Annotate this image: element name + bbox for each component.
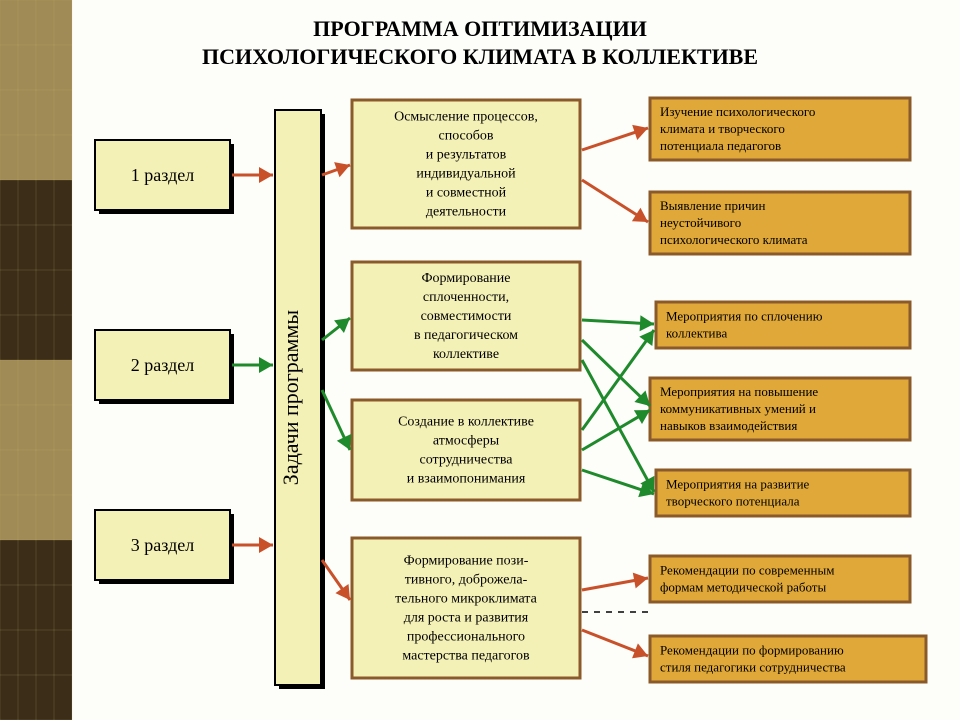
mid-1-line-1: способов (438, 129, 493, 144)
r5-line-1: творческого потенциала (666, 494, 800, 509)
mid-1-line-3: индивидуальной (416, 167, 516, 182)
mid-2-line-1: сплоченности, (423, 290, 509, 305)
mid-3-line-1: атмосферы (433, 434, 500, 449)
r2-line-1: неустойчивого (660, 215, 741, 230)
mid-4-line-4: профессионального (407, 630, 525, 645)
mid-1-line-0: Осмысление процессов, (394, 110, 538, 125)
mid-4-line-2: тельного микроклимата (395, 592, 537, 607)
mid-4-line-0: Формирование пози- (404, 554, 529, 569)
section-1: 1 раздел (95, 140, 234, 214)
r5: Мероприятия на развитие творческого потен… (656, 470, 910, 516)
mid-1: Осмысление процессов, способов и результат… (352, 100, 580, 228)
mid-4-line-3: для роста и развития (404, 611, 529, 626)
mid-1-line-4: и совместной (426, 186, 507, 201)
r1: Изучение психологического климата и творч… (650, 98, 910, 160)
mid-3: Создание в коллективе атмосферы сотрудниче… (352, 400, 580, 500)
r6-line-1: формам методической работы (660, 580, 826, 595)
tasks-bar-label: Задачи программы (278, 310, 303, 486)
r4-line-2: навыков взаимодействия (660, 418, 797, 433)
mid-4-line-1: тивного, доброжела- (405, 573, 528, 588)
r3-line-0: Мероприятия по сплочению (666, 309, 823, 324)
mid-3-line-3: и взаимопонимания (407, 472, 526, 487)
r7: Рекомендации по формированию стиля педаго… (650, 636, 926, 682)
mid-2-line-0: Формирование (421, 271, 510, 286)
r2: Выявление причин неустойчивого психологиче… (650, 192, 910, 254)
r7-line-0: Рекомендации по формированию (660, 643, 844, 658)
r5-line-0: Мероприятия на развитие (666, 477, 810, 492)
mid-2-line-2: совместимости (421, 309, 512, 324)
tasks-bar: Задачи программы (275, 110, 325, 689)
r1-line-1: климата и творческого (660, 121, 785, 136)
r7-line-1: стиля педагогики сотрудничества (660, 660, 846, 675)
mid-4: Формирование пози-тивного, доброжела-тел… (352, 538, 580, 678)
section-1-label: 1 раздел (131, 165, 194, 185)
section-3: 3 раздел (95, 510, 234, 584)
mid-2-line-3: в педагогическом (414, 328, 518, 343)
mid-2: Формирование сплоченности, совместимости в … (352, 262, 580, 370)
mid-1-line-2: и результатов (426, 148, 507, 163)
section-3-label: 3 раздел (131, 535, 194, 555)
section-2-label: 2 раздел (131, 355, 194, 375)
mid-4-line-5: мастерства педагогов (402, 649, 530, 664)
left-strip (0, 0, 72, 720)
r6: Рекомендации по современным формам методи… (650, 556, 910, 602)
r3: Мероприятия по сплочению коллектива (656, 302, 910, 348)
page-title-line1: ПРОГРАММА ОПТИМИЗАЦИИ (313, 16, 647, 41)
r1-line-2: потенциала педагогов (660, 138, 781, 153)
r6-line-0: Рекомендации по современным (660, 563, 834, 578)
r1-line-0: Изучение психологического (660, 104, 815, 119)
mid-3-line-2: сотрудничества (420, 453, 514, 468)
section-2: 2 раздел (95, 330, 234, 404)
r4-line-1: коммуникативных умений и (660, 401, 816, 416)
r2-line-2: психологического климата (660, 232, 808, 247)
r2-line-0: Выявление причин (660, 198, 765, 213)
r4-line-0: Мероприятия на повышение (660, 384, 818, 399)
page-title-line2: ПСИХОЛОГИЧЕСКОГО КЛИМАТА В КОЛЛЕКТИВЕ (202, 44, 758, 69)
mid-3-line-0: Создание в коллективе (398, 415, 534, 430)
r4: Мероприятия на повышение коммуникативных … (650, 378, 910, 440)
r3-line-1: коллектива (666, 326, 727, 341)
mid-1-line-5: деятельности (426, 205, 507, 220)
mid-2-line-4: коллективе (433, 347, 499, 362)
